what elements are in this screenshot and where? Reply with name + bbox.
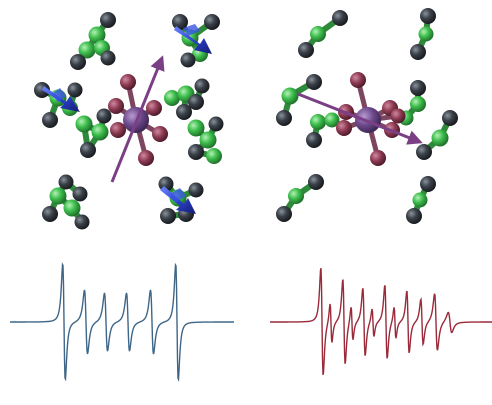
- ligand-cluster-icon: [298, 10, 348, 58]
- ligand-cluster-icon: [70, 12, 116, 70]
- anisotropy-arrow-icon: [174, 24, 212, 54]
- right-molecule-panel: [276, 8, 458, 224]
- ligand-cluster-icon: [164, 78, 210, 120]
- ligand-cluster-icon: [42, 174, 90, 230]
- metal-center-icon: [108, 74, 168, 166]
- ligand-cluster-icon: [276, 174, 324, 222]
- anisotropy-arrow-icon: [42, 86, 80, 112]
- ligand-cluster-icon: [416, 110, 458, 160]
- ligand-cluster-icon: [406, 176, 436, 224]
- anisotropy-arrow-icon: [160, 186, 196, 214]
- magnetic-axis-arrow-icon: [297, 92, 423, 145]
- magnetic-axis-arrow-icon: [110, 55, 165, 183]
- ligand-cluster-icon: [306, 112, 340, 148]
- left-spectrum-trace: [10, 261, 234, 382]
- ligand-cluster-icon: [187, 116, 224, 164]
- right-spectrum-trace: [270, 267, 492, 376]
- ligand-cluster-icon: [34, 82, 83, 128]
- ligand-cluster-icon: [276, 74, 322, 126]
- ligand-cluster-icon: [75, 108, 112, 158]
- ligand-cluster-icon: [410, 8, 436, 60]
- ligand-cluster-icon: [158, 176, 204, 224]
- left-molecule-panel: [34, 12, 224, 230]
- ligand-cluster-icon: [172, 14, 220, 68]
- metal-center-icon: [336, 72, 406, 166]
